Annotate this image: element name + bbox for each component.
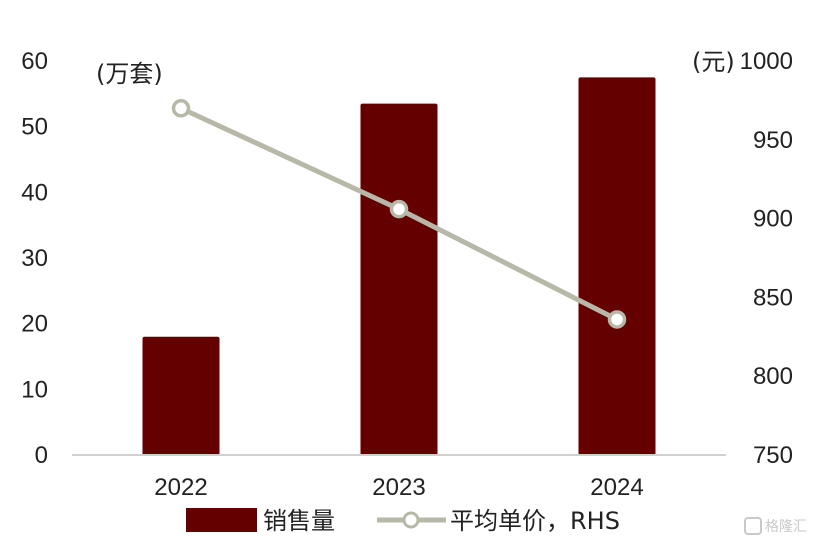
gelonghui-logo-icon — [744, 517, 762, 535]
left-tick-label: 60 — [21, 48, 48, 75]
right-tick-label: 750 — [753, 442, 793, 469]
line-point — [607, 310, 627, 329]
right-axis-unit: (元) — [692, 48, 735, 76]
legend-label-bar: 销售量 — [263, 507, 335, 535]
line-point — [171, 99, 191, 118]
left-tick-label: 50 — [21, 114, 48, 141]
left-tick-label: 40 — [21, 179, 48, 206]
left-tick-label: 0 — [35, 442, 48, 469]
watermark-text: 格隆汇 — [765, 519, 807, 535]
right-axis: 750 800 850 900 950 1000 — [740, 48, 793, 469]
right-tick-label: 800 — [753, 363, 793, 390]
line-series — [171, 99, 627, 329]
left-axis: 0 10 20 30 40 50 60 — [21, 48, 48, 469]
bar-series — [142, 77, 656, 456]
x-axis: 2022 2023 2024 — [154, 474, 643, 501]
legend: 销售量 平均单价，RHS — [186, 507, 620, 535]
x-tick-label: 2023 — [372, 474, 425, 501]
left-tick-label: 10 — [21, 376, 48, 403]
bar — [360, 103, 438, 455]
line-point — [389, 199, 409, 219]
right-tick-label: 900 — [753, 206, 793, 233]
right-tick-label: 850 — [753, 284, 793, 311]
left-tick-label: 30 — [21, 245, 48, 272]
right-tick-label: 950 — [753, 127, 793, 154]
legend-label-line: 平均单价，RHS — [450, 507, 620, 535]
x-tick-label: 2022 — [154, 474, 207, 501]
watermark: 格隆汇 — [744, 517, 807, 535]
left-tick-label: 20 — [21, 311, 48, 338]
bar — [578, 77, 656, 456]
right-tick-label: 1000 — [740, 48, 793, 75]
legend-swatch-marker — [402, 511, 420, 529]
left-axis-unit: (万套) — [96, 60, 163, 88]
legend-swatch-bar — [186, 508, 257, 532]
x-tick-label: 2024 — [590, 474, 643, 501]
bar — [142, 336, 220, 455]
